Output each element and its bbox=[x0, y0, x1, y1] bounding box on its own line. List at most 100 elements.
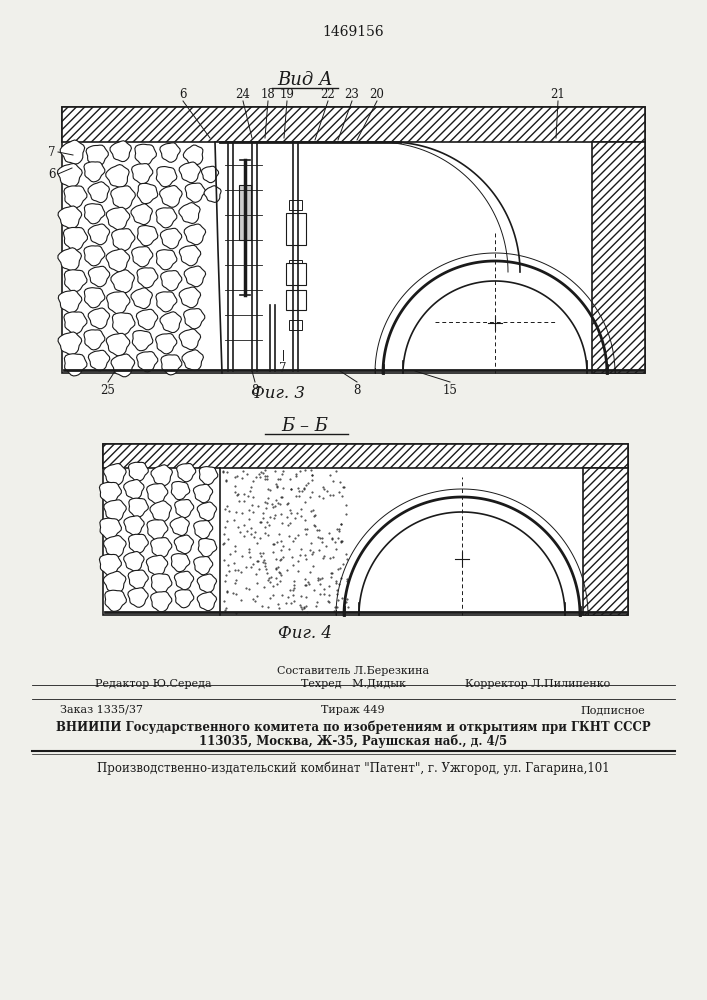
Polygon shape bbox=[132, 164, 153, 184]
Polygon shape bbox=[136, 309, 158, 330]
Text: Составитель Л.Березкина: Составитель Л.Березкина bbox=[277, 666, 429, 676]
Text: 21: 21 bbox=[551, 89, 566, 102]
Text: Производственно-издательский комбинат "Патент", г. Ужгород, ул. Гагарина,101: Производственно-издательский комбинат "П… bbox=[97, 761, 609, 775]
Polygon shape bbox=[194, 484, 213, 503]
Polygon shape bbox=[171, 481, 189, 500]
Polygon shape bbox=[151, 538, 172, 558]
Polygon shape bbox=[88, 308, 110, 329]
Polygon shape bbox=[194, 557, 213, 575]
Polygon shape bbox=[64, 270, 87, 292]
Polygon shape bbox=[160, 312, 182, 333]
Text: 19: 19 bbox=[279, 89, 294, 102]
Polygon shape bbox=[137, 226, 158, 246]
Polygon shape bbox=[84, 162, 105, 182]
Polygon shape bbox=[84, 246, 105, 266]
Bar bbox=[286, 213, 306, 245]
Polygon shape bbox=[137, 268, 158, 288]
Polygon shape bbox=[58, 248, 81, 271]
Bar bbox=[286, 263, 306, 285]
Polygon shape bbox=[137, 183, 158, 204]
Polygon shape bbox=[185, 183, 205, 202]
Text: Тираж 449: Тираж 449 bbox=[321, 705, 385, 715]
Polygon shape bbox=[64, 227, 88, 251]
Polygon shape bbox=[198, 538, 217, 557]
Polygon shape bbox=[183, 145, 203, 164]
Polygon shape bbox=[106, 207, 130, 230]
Polygon shape bbox=[86, 145, 108, 166]
Polygon shape bbox=[179, 329, 201, 350]
Polygon shape bbox=[64, 186, 87, 208]
Text: 15: 15 bbox=[443, 384, 457, 397]
Polygon shape bbox=[110, 141, 132, 162]
Text: 22: 22 bbox=[321, 89, 335, 102]
Text: Заказ 1335/37: Заказ 1335/37 bbox=[60, 705, 143, 715]
Text: 6: 6 bbox=[180, 89, 187, 102]
Polygon shape bbox=[135, 144, 156, 165]
Polygon shape bbox=[106, 165, 129, 188]
Polygon shape bbox=[84, 204, 105, 224]
Polygon shape bbox=[174, 535, 194, 554]
Polygon shape bbox=[57, 163, 82, 187]
Polygon shape bbox=[177, 464, 196, 482]
Bar bbox=[103, 444, 628, 615]
Polygon shape bbox=[129, 462, 148, 481]
Bar bbox=[103, 444, 628, 468]
Polygon shape bbox=[160, 143, 180, 162]
Polygon shape bbox=[156, 167, 177, 187]
Polygon shape bbox=[124, 516, 144, 535]
Text: 7: 7 bbox=[279, 362, 287, 375]
Polygon shape bbox=[175, 571, 194, 590]
Polygon shape bbox=[197, 592, 216, 611]
Polygon shape bbox=[171, 554, 189, 572]
Polygon shape bbox=[184, 266, 206, 287]
Polygon shape bbox=[161, 355, 182, 375]
Text: 18: 18 bbox=[261, 89, 275, 102]
Polygon shape bbox=[105, 590, 127, 611]
Polygon shape bbox=[147, 520, 168, 540]
Polygon shape bbox=[146, 555, 168, 576]
Polygon shape bbox=[111, 186, 136, 209]
Polygon shape bbox=[156, 292, 177, 312]
Text: Техред   М.Дидык: Техред М.Дидык bbox=[300, 679, 405, 689]
Polygon shape bbox=[88, 182, 110, 203]
Polygon shape bbox=[199, 467, 218, 485]
Text: 1469156: 1469156 bbox=[322, 25, 384, 39]
Polygon shape bbox=[64, 312, 87, 334]
Bar bbox=[103, 444, 628, 468]
Bar bbox=[592, 142, 645, 373]
Polygon shape bbox=[124, 551, 144, 571]
Text: 113035, Москва, Ж-35, Раушская наб., д. 4/5: 113035, Москва, Ж-35, Раушская наб., д. … bbox=[199, 734, 507, 748]
Polygon shape bbox=[88, 350, 110, 371]
Polygon shape bbox=[136, 352, 158, 372]
Polygon shape bbox=[160, 271, 182, 291]
Bar bbox=[286, 290, 306, 310]
Polygon shape bbox=[179, 162, 201, 183]
Bar bbox=[289, 200, 302, 210]
Polygon shape bbox=[112, 229, 135, 251]
Polygon shape bbox=[194, 521, 213, 539]
Polygon shape bbox=[106, 333, 130, 356]
Bar bbox=[289, 260, 302, 270]
Bar bbox=[583, 468, 628, 615]
Polygon shape bbox=[146, 484, 168, 504]
Polygon shape bbox=[84, 330, 105, 350]
Polygon shape bbox=[103, 571, 126, 593]
Polygon shape bbox=[128, 570, 148, 589]
Polygon shape bbox=[88, 224, 110, 245]
Polygon shape bbox=[100, 482, 122, 503]
Text: Редактор Ю.Середа: Редактор Ю.Середа bbox=[95, 679, 211, 689]
Polygon shape bbox=[58, 332, 82, 355]
Polygon shape bbox=[131, 204, 153, 225]
Text: 7: 7 bbox=[48, 145, 56, 158]
Polygon shape bbox=[111, 354, 135, 377]
Bar bbox=[62, 107, 645, 142]
Polygon shape bbox=[103, 463, 126, 485]
Polygon shape bbox=[197, 574, 216, 593]
Polygon shape bbox=[156, 334, 177, 354]
Polygon shape bbox=[111, 270, 134, 293]
Polygon shape bbox=[60, 140, 85, 164]
Polygon shape bbox=[160, 185, 182, 207]
Bar bbox=[289, 230, 302, 240]
Text: Б – Б: Б – Б bbox=[281, 417, 329, 435]
Bar bbox=[62, 107, 645, 142]
